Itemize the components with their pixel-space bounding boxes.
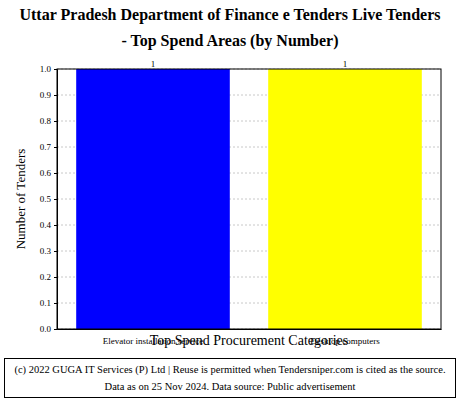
y-tick: 0.7 <box>40 142 57 152</box>
plot: 0.00.10.20.30.40.50.60.70.80.91.0Elevato… <box>40 59 442 346</box>
y-tick-mark <box>54 173 57 174</box>
y-tick: 1.0 <box>40 64 57 74</box>
y-tick: 0.6 <box>40 168 57 178</box>
y-tick-label: 0.0 <box>40 324 52 334</box>
y-tick-label: 0.1 <box>40 298 51 308</box>
y-tick-label: 0.4 <box>40 220 52 230</box>
y-tick-mark <box>54 121 57 122</box>
chart: Uttar Pradesh Department of Finance e Te… <box>0 0 460 400</box>
y-axis: 0.0 0.1 0.2 0.3 0.4 0.5 0.6 0.7 0.8 0.9 1.0 <box>40 64 58 334</box>
y-tick-label: 0.2 <box>40 272 51 282</box>
y-tick-mark <box>54 95 57 96</box>
y-tick-mark <box>54 199 57 200</box>
y-tick: 0.3 <box>40 246 57 256</box>
data-labels: 11 <box>151 59 348 69</box>
x-axis-title: Top Spend Procurement Categories <box>150 333 348 348</box>
y-tick-mark <box>54 147 57 148</box>
data-label: 1 <box>343 59 348 69</box>
y-tick-label: 0.8 <box>40 116 52 126</box>
footer-box <box>5 359 456 398</box>
y-tick-mark <box>54 251 57 252</box>
y-tick-mark <box>54 69 57 70</box>
plot-frame <box>57 69 441 329</box>
bar <box>268 69 422 329</box>
y-tick-mark <box>54 303 57 304</box>
x-axis-line <box>58 329 442 330</box>
y-tick-label: 0.9 <box>40 90 52 100</box>
y-tick-mark <box>54 225 57 226</box>
y-tick-label: 0.6 <box>40 168 52 178</box>
bar <box>76 69 230 329</box>
y-tick: 0.2 <box>40 272 57 282</box>
y-tick-mark <box>54 329 57 330</box>
y-tick: 0.5 <box>40 194 57 204</box>
y-tick: 0.1 <box>40 298 57 308</box>
y-tick: 0.8 <box>40 116 57 126</box>
y-axis-line <box>54 70 58 330</box>
bars <box>76 69 422 329</box>
y-tick: 0.0 <box>40 324 57 334</box>
y-tick: 0.4 <box>40 220 57 230</box>
y-tick-mark <box>54 277 57 278</box>
y-axis-title: Number of Tenders <box>13 149 28 250</box>
y-tick-label: 0.7 <box>40 142 52 152</box>
title: Uttar Pradesh Department of Finance e Te… <box>19 6 440 50</box>
y-tick-label: 0.5 <box>40 194 52 204</box>
y-tick-label: 1.0 <box>40 64 52 74</box>
data-label: 1 <box>151 59 156 69</box>
y-tick: 0.9 <box>40 90 57 100</box>
grid <box>57 69 441 329</box>
footer: (c) 2022 GUGA IT Services (P) Ltd | Reus… <box>14 364 445 392</box>
y-tick-label: 0.3 <box>40 246 52 256</box>
